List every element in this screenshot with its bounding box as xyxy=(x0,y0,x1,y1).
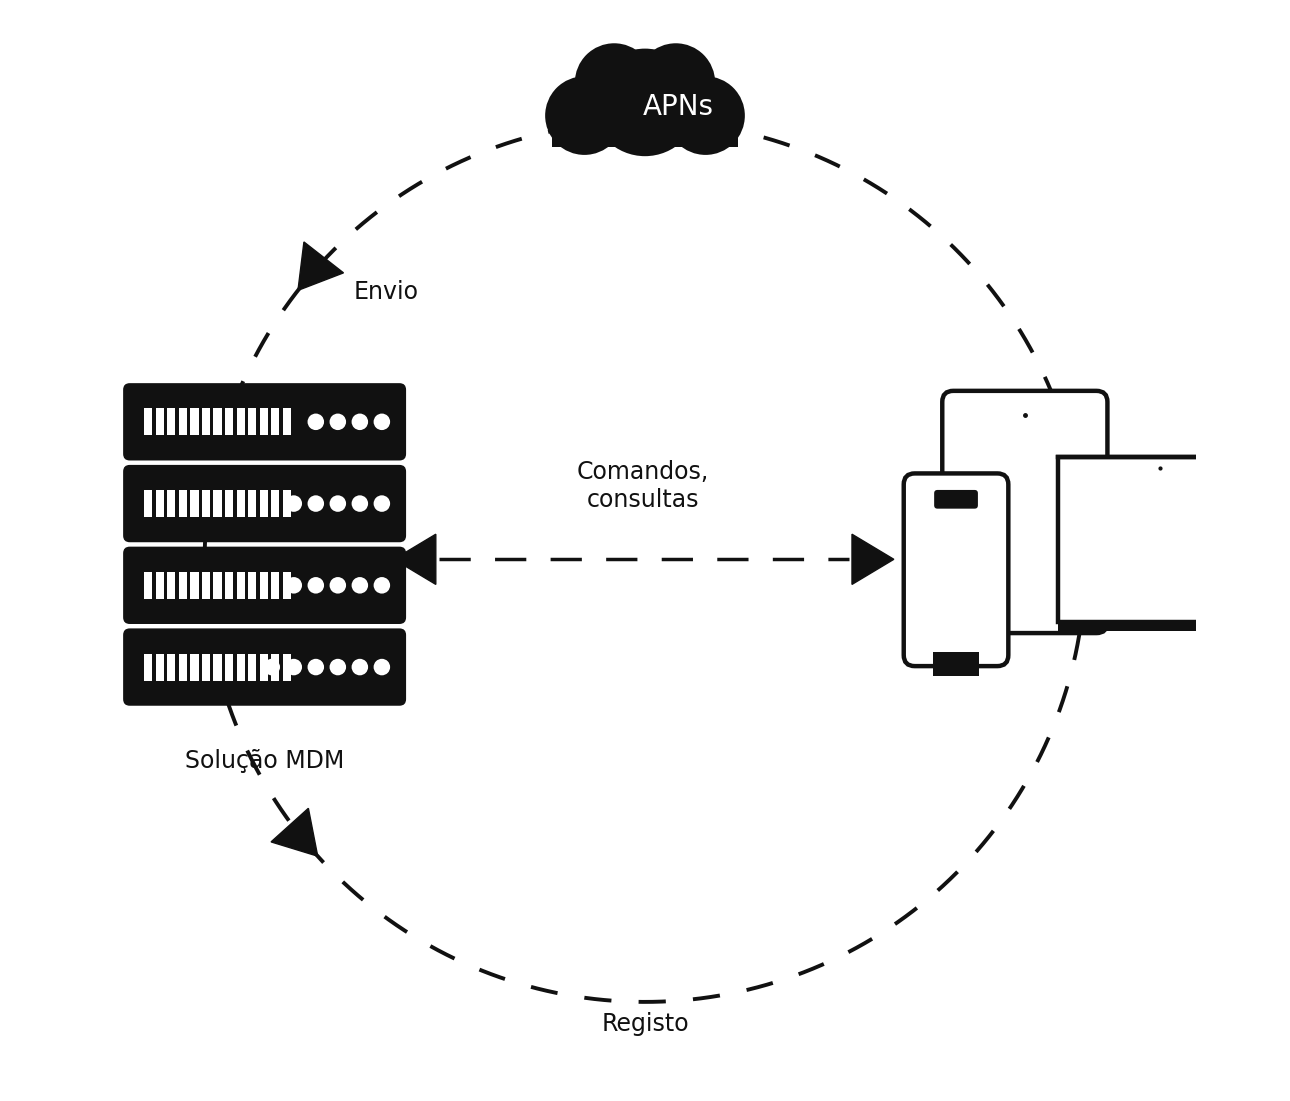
Circle shape xyxy=(285,658,302,675)
Bar xyxy=(168,571,175,599)
Bar xyxy=(236,654,245,680)
Bar xyxy=(248,408,257,435)
Bar xyxy=(224,571,233,599)
Polygon shape xyxy=(298,242,343,291)
Text: Solução MDM: Solução MDM xyxy=(184,749,344,773)
Circle shape xyxy=(307,414,324,430)
Bar xyxy=(552,95,738,146)
Bar xyxy=(248,654,257,680)
Circle shape xyxy=(329,577,346,593)
Bar xyxy=(201,654,210,680)
Circle shape xyxy=(591,48,699,156)
Bar xyxy=(283,408,292,435)
Bar xyxy=(144,408,152,435)
Bar xyxy=(168,654,175,680)
Bar xyxy=(213,408,222,435)
Circle shape xyxy=(374,414,390,430)
Bar xyxy=(168,408,175,435)
FancyBboxPatch shape xyxy=(123,383,406,460)
Bar xyxy=(283,571,292,599)
Bar xyxy=(271,654,280,680)
Bar xyxy=(201,571,210,599)
Bar xyxy=(259,490,268,517)
Circle shape xyxy=(307,577,324,593)
Circle shape xyxy=(374,495,390,512)
Circle shape xyxy=(285,495,302,512)
Circle shape xyxy=(352,495,368,512)
Bar xyxy=(201,490,210,517)
Bar xyxy=(248,490,257,517)
Circle shape xyxy=(329,495,346,512)
Bar xyxy=(213,654,222,680)
FancyBboxPatch shape xyxy=(123,546,406,624)
Bar xyxy=(179,654,187,680)
Circle shape xyxy=(636,43,715,122)
Bar xyxy=(271,490,280,517)
Circle shape xyxy=(307,658,324,675)
Text: APNs: APNs xyxy=(642,92,713,121)
FancyBboxPatch shape xyxy=(904,473,1009,666)
Circle shape xyxy=(352,414,368,430)
Polygon shape xyxy=(393,534,436,585)
Bar xyxy=(179,490,187,517)
Bar xyxy=(259,654,268,680)
Bar xyxy=(1058,457,1262,622)
Bar xyxy=(179,408,187,435)
Bar xyxy=(191,654,199,680)
Text: Comandos,
consultas: Comandos, consultas xyxy=(577,460,710,512)
Bar xyxy=(191,571,199,599)
Polygon shape xyxy=(851,534,894,585)
FancyBboxPatch shape xyxy=(934,490,978,509)
Bar xyxy=(156,654,164,680)
Bar xyxy=(283,490,292,517)
Bar xyxy=(156,408,164,435)
Bar xyxy=(224,654,233,680)
Bar xyxy=(191,408,199,435)
Bar xyxy=(259,571,268,599)
Circle shape xyxy=(666,76,744,155)
Circle shape xyxy=(285,577,302,593)
Circle shape xyxy=(329,658,346,675)
Bar xyxy=(248,571,257,599)
Bar xyxy=(191,490,199,517)
Bar xyxy=(213,571,222,599)
Text: Envio: Envio xyxy=(353,280,419,304)
Bar xyxy=(1058,622,1262,631)
FancyBboxPatch shape xyxy=(123,465,406,542)
Bar xyxy=(236,571,245,599)
Bar xyxy=(271,571,280,599)
Bar xyxy=(283,654,292,680)
Bar xyxy=(179,571,187,599)
Bar xyxy=(144,571,152,599)
Circle shape xyxy=(329,414,346,430)
FancyBboxPatch shape xyxy=(942,391,1107,633)
Bar xyxy=(144,490,152,517)
Bar xyxy=(224,408,233,435)
Bar xyxy=(213,490,222,517)
Circle shape xyxy=(307,495,324,512)
Bar xyxy=(934,652,979,676)
Bar xyxy=(168,490,175,517)
Bar xyxy=(224,490,233,517)
Circle shape xyxy=(263,658,280,675)
Bar xyxy=(236,408,245,435)
Bar xyxy=(156,571,164,599)
Circle shape xyxy=(575,43,654,122)
Bar xyxy=(259,408,268,435)
Circle shape xyxy=(352,577,368,593)
Circle shape xyxy=(546,76,624,155)
Bar xyxy=(236,490,245,517)
Bar xyxy=(271,408,280,435)
FancyBboxPatch shape xyxy=(123,629,406,706)
Polygon shape xyxy=(271,808,317,857)
Circle shape xyxy=(374,658,390,675)
Bar xyxy=(156,490,164,517)
Bar xyxy=(144,654,152,680)
Text: Registo: Registo xyxy=(601,1012,689,1036)
Circle shape xyxy=(352,658,368,675)
Bar xyxy=(201,408,210,435)
Circle shape xyxy=(374,577,390,593)
